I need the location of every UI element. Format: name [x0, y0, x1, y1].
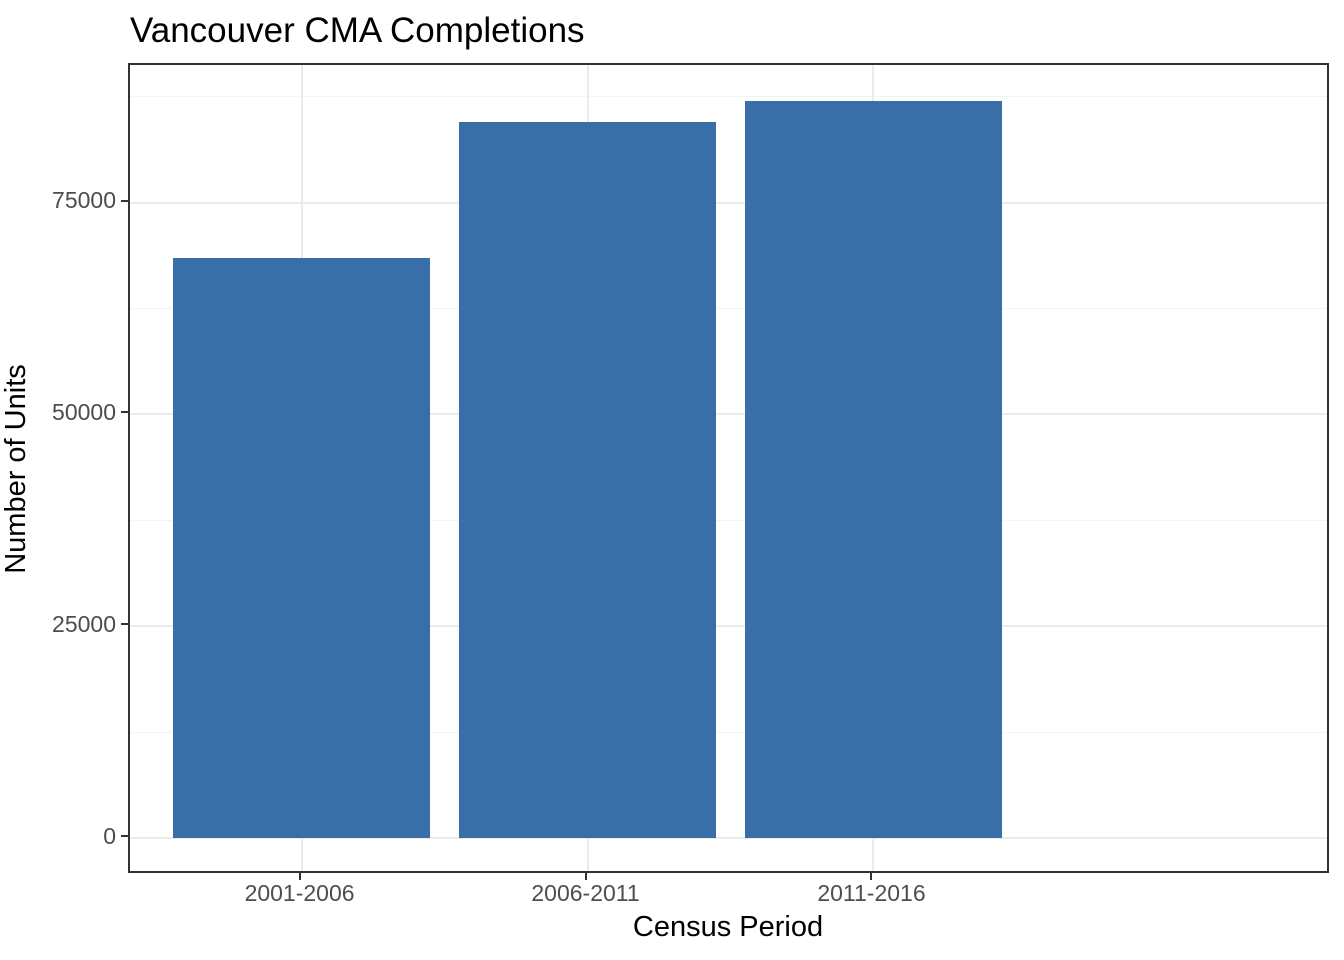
minor-gridline [130, 308, 1327, 309]
chart-title: Vancouver CMA Completions [130, 11, 585, 50]
plot-panel [128, 63, 1329, 873]
y-tick-mark [121, 411, 128, 414]
x-tick-label: 2001-2006 [244, 880, 355, 906]
x-tick-mark [584, 873, 587, 880]
y-axis-title: Number of Units [0, 364, 32, 574]
x-tick-mark [298, 873, 301, 880]
y-tick-label: 0 [103, 822, 116, 849]
major-gridline [130, 625, 1327, 628]
y-tick-label: 50000 [52, 398, 116, 425]
bar-2011-2016 [744, 100, 1003, 839]
x-axis-title: Census Period [632, 911, 824, 943]
minor-gridline [130, 519, 1327, 521]
major-gridline [130, 413, 1327, 416]
bar-2001-2006 [172, 257, 431, 839]
y-tick-mark [121, 199, 128, 202]
minor-gridline [130, 96, 1327, 98]
y-tick-label: 25000 [52, 610, 116, 637]
bar-2006-2011 [458, 122, 717, 839]
y-tick-mark [121, 623, 128, 626]
major-gridline [130, 201, 1327, 204]
y-tick-mark [121, 835, 128, 838]
x-tick-label: 2011-2016 [817, 880, 926, 906]
x-tick-mark [870, 873, 873, 880]
minor-gridline [130, 731, 1327, 733]
y-tick-label: 75000 [52, 187, 116, 214]
x-tick-label: 2006-2011 [531, 880, 640, 906]
major-gridline [130, 837, 1327, 840]
